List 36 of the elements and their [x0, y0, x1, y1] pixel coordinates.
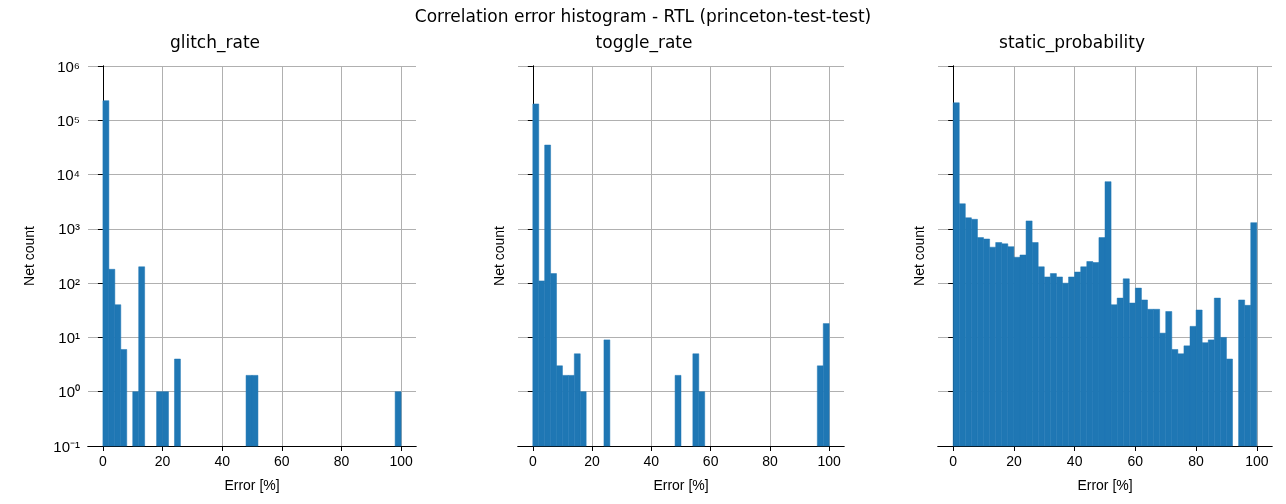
chart-title: toggle_rate: [595, 31, 693, 53]
x-tick-label: 60: [1127, 453, 1144, 469]
x-tick-label: 80: [762, 453, 778, 469]
y-tick-label: 10⁴: [56, 166, 80, 184]
chart-title: static_probability: [999, 31, 1145, 53]
x-tick-label: 20: [1006, 453, 1022, 469]
x-tick-label: 100: [389, 453, 413, 469]
x-axis-title: Error [%]: [1077, 477, 1133, 493]
x-tick-label: 100: [1245, 453, 1269, 469]
x-tick-label: 0: [949, 453, 958, 469]
x-tick-label: 20: [584, 453, 601, 469]
x-tick-label: 40: [1066, 453, 1083, 469]
y-tick-label: 10³: [58, 220, 80, 238]
x-tick-label: 40: [214, 453, 231, 469]
x-tick-label: 100: [817, 453, 842, 469]
x-tick-label: 80: [333, 453, 350, 469]
x-tick-label: 20: [154, 453, 171, 469]
text: Correlation error histogram - RTL (princeton-test-test): [413, 6, 873, 26]
y-axis-title: Net count: [491, 225, 507, 286]
y-tick-label: 10⁶: [57, 57, 80, 75]
x-tick-label: 0: [528, 453, 537, 469]
x-tick-label: 80: [1188, 453, 1205, 469]
y-tick-label: 10¹: [58, 328, 80, 346]
chart-title: glitch_rate: [169, 31, 261, 53]
y-tick-label: 10²: [58, 274, 80, 292]
y-axis-title: Net count: [21, 225, 37, 286]
x-axis-title: Error [%]: [224, 477, 280, 493]
x-tick-label: 40: [643, 453, 660, 469]
y-axis-title: Net count: [911, 225, 927, 286]
x-tick-label: 60: [274, 453, 290, 469]
y-tick-label: 10⁵: [57, 111, 80, 129]
x-axis-title: Error [%]: [653, 477, 709, 493]
y-tick-label: 10⁰: [58, 383, 80, 401]
x-tick-label: 60: [702, 453, 719, 469]
y-tick-label: 10⁻¹: [53, 437, 80, 455]
x-tick-label: 0: [99, 453, 108, 469]
